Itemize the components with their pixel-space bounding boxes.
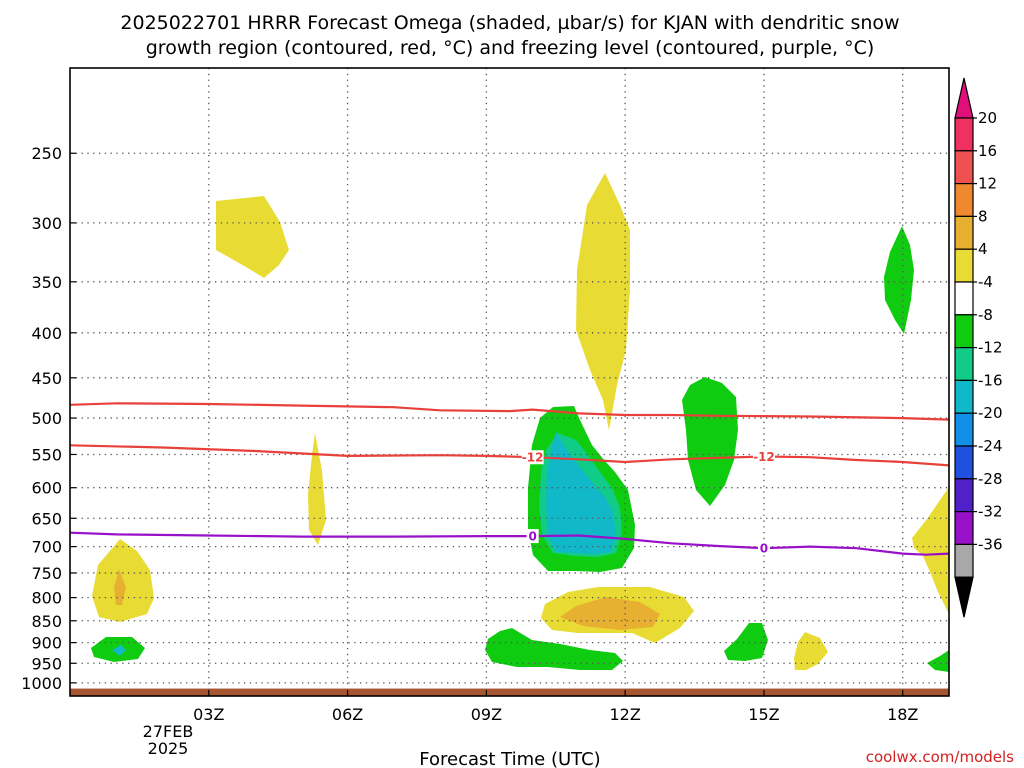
colorbar-label: 20	[978, 109, 997, 127]
contour-label: -12	[753, 450, 775, 464]
colorbar-segment	[954, 314, 974, 349]
x-axis-title: Forecast Time (UTC)	[419, 749, 600, 768]
y-tick-label: 950	[31, 654, 62, 673]
colorbar-label: -16	[978, 371, 1003, 389]
contour-label-bg	[521, 450, 544, 465]
y-tick-label: 450	[31, 369, 62, 388]
colorbar-segment	[954, 379, 974, 414]
omega-shade-positive	[576, 173, 630, 430]
colorbar-label: -28	[978, 470, 1003, 488]
y-tick-label: 750	[31, 564, 62, 583]
colorbar-label: -36	[978, 535, 1003, 553]
omega-shade-negative-strong	[546, 432, 616, 554]
y-tick-label: 550	[31, 445, 62, 464]
terrain-surface	[70, 688, 949, 696]
omega-shading	[91, 173, 949, 672]
contour-label: -12	[522, 451, 544, 465]
colorbar-segment	[954, 347, 974, 382]
colorbar-label: -8	[978, 306, 993, 324]
y-tick-label: 250	[31, 144, 62, 163]
omega-shade-positive	[912, 487, 949, 614]
omega-shade-positive	[308, 433, 326, 545]
contour-label-bg	[752, 449, 775, 464]
omega-shade-positive-strong	[114, 569, 126, 605]
omega-shade-positive-strong	[560, 597, 660, 630]
colorbar-label: 4	[978, 240, 988, 258]
colorbar-segment	[954, 412, 974, 447]
colorbar-label: -12	[978, 339, 1003, 357]
colorbar-segment	[954, 445, 974, 480]
colorbar-segment	[954, 281, 974, 316]
colorbar-segment	[954, 215, 974, 250]
contour-label-bg	[526, 529, 539, 544]
y-tick-label: 1000	[21, 674, 62, 693]
x-date-label-day: 27FEB	[143, 722, 194, 741]
y-tick-label: 350	[31, 273, 62, 292]
y-tick-label: 400	[31, 324, 62, 343]
x-tick-label: 09Z	[471, 705, 502, 724]
colorbar-label: -24	[978, 437, 1003, 455]
contour-label: 0	[760, 542, 768, 556]
y-tick-label: 900	[31, 634, 62, 653]
x-tick-label: 12Z	[609, 705, 640, 724]
plot-area	[70, 68, 949, 696]
y-tick-label: 850	[31, 612, 62, 631]
contour-line	[69, 402, 950, 421]
colorbar-label: 8	[978, 207, 988, 225]
plot-frame	[69, 67, 950, 697]
x-date-label-year: 2025	[148, 739, 189, 758]
x-tick-label: 15Z	[748, 705, 779, 724]
colorbar: 20 16 12 8 4 -4 -8 -12 -16 -20 -24 -28 -32 -36	[954, 77, 1003, 618]
colorbar-label: 12	[978, 175, 997, 193]
colorbar-bottom-arrow	[954, 576, 974, 618]
colorbar-label: -20	[978, 404, 1003, 422]
colorbar-label: -4	[978, 273, 993, 291]
x-axis: 03Z 06Z 09Z 12Z 15Z 18Z	[193, 690, 918, 724]
omega-shade-positive	[794, 632, 828, 670]
y-tick-label: 300	[31, 214, 62, 233]
colorbar-segment	[954, 183, 974, 218]
y-tick-label: 700	[31, 538, 62, 557]
colorbar-segment	[954, 150, 974, 185]
colorbar-top-arrow	[954, 77, 974, 119]
y-tick-label: 600	[31, 479, 62, 498]
x-tick-label: 06Z	[332, 705, 363, 724]
chart-title-line-1: 2025022701 HRRR Forecast Omega (shaded, …	[120, 12, 899, 34]
x-tick-label: 03Z	[193, 705, 224, 724]
colorbar-segment	[954, 543, 974, 578]
y-tick-label: 650	[31, 509, 62, 528]
contour-lines: -12 -12 0 0	[69, 402, 950, 556]
colorbar-label: -32	[978, 503, 1003, 521]
y-axis: 250 300 350 400 450 500 550 600 650 700 750 800 850 9…	[21, 144, 76, 693]
omega-shade-negative	[927, 650, 949, 672]
omega-shade-negative	[485, 628, 623, 670]
omega-shade-negative	[724, 623, 768, 661]
colorbar-segment	[954, 248, 974, 283]
colorbar-segment	[954, 511, 974, 546]
chart-title-line-2: growth region (contoured, red, °C) and f…	[146, 37, 875, 59]
colorbar-segment	[954, 478, 974, 513]
omega-shade-negative	[682, 377, 738, 506]
credit-label: coolwx.com/models	[866, 748, 1014, 766]
omega-shade-negative	[884, 226, 914, 334]
colorbar-segment	[954, 117, 974, 152]
omega-shade-negative-strong	[112, 645, 126, 656]
colorbar-label: 16	[978, 142, 997, 160]
contour-line	[69, 444, 950, 467]
omega-shade-positive	[216, 196, 289, 278]
y-tick-label: 800	[31, 589, 62, 608]
contour-label-bg	[757, 541, 770, 556]
vertical-gridlines	[208, 68, 904, 696]
contour-line	[69, 531, 950, 556]
y-tick-label: 500	[31, 409, 62, 428]
contour-label: 0	[528, 530, 536, 544]
x-tick-label: 18Z	[887, 705, 918, 724]
